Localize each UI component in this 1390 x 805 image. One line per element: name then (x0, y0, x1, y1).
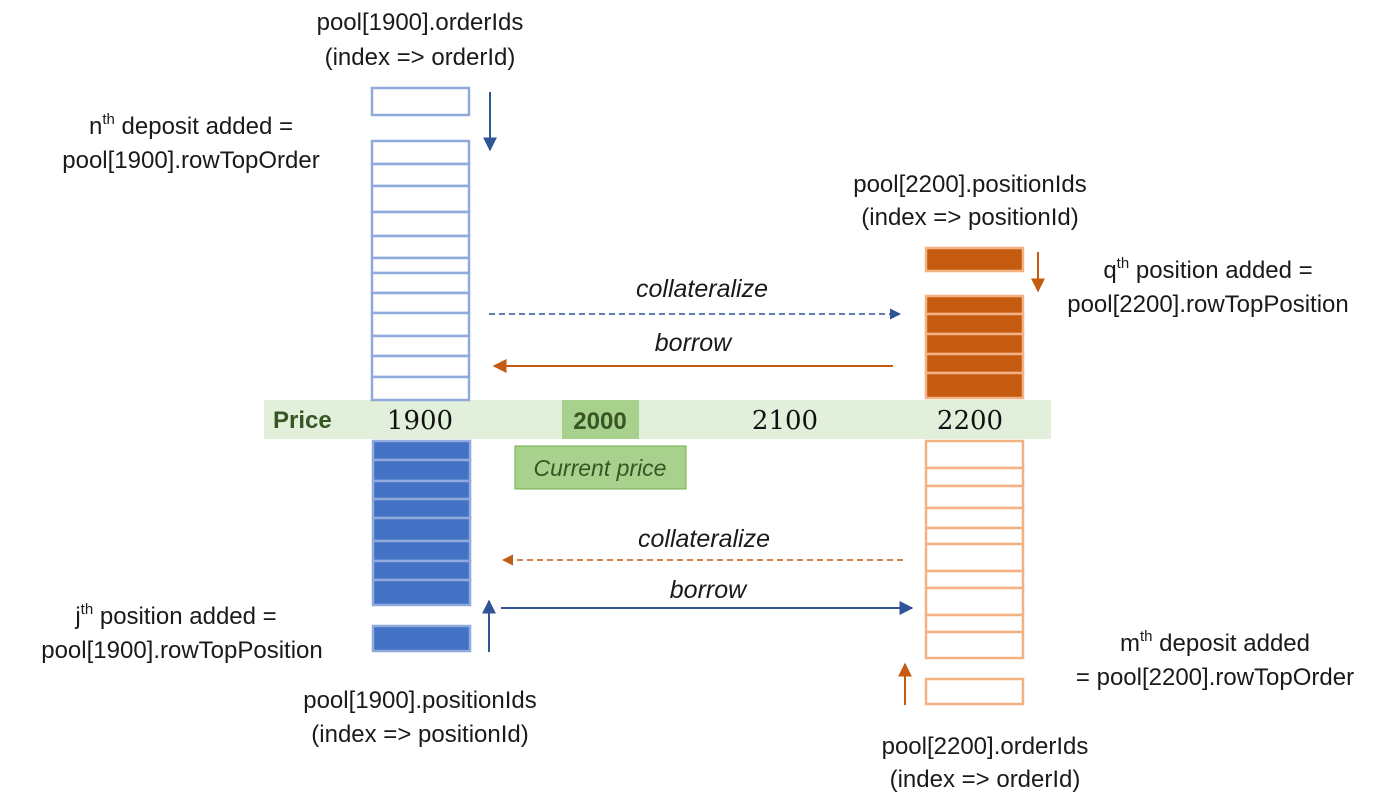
pool1900-order-cell (370, 271, 471, 295)
pool2200-orderids-title: pool[2200].orderIds (882, 733, 1089, 760)
pool1900-order-cell (370, 375, 471, 402)
pool2200-order-cell (924, 542, 1025, 573)
pool1900-order-cell (370, 334, 471, 358)
pool1900-position-cell (371, 439, 472, 462)
pool2200-order-new-slot (924, 677, 1025, 706)
price-tick-1900: 1900 (387, 406, 453, 436)
pool1900-positionids-title: pool[1900].positionIds (303, 687, 537, 714)
pool-stacks (370, 86, 1025, 706)
mth-deposit-label: mth deposit added (1120, 628, 1310, 657)
price-axis-label: Price (273, 407, 332, 434)
pool2200-order-cell (924, 484, 1025, 510)
price-tick-2200: 2200 (937, 406, 1003, 436)
pool1900-position-cell (371, 516, 472, 543)
pool1900-order-cell (370, 311, 471, 338)
current-price-label: Current price (534, 455, 667, 481)
top-collateralize-label: collateralize (636, 275, 768, 303)
pool2200-position-cell (924, 352, 1025, 375)
pool2200-order-cell (924, 613, 1025, 634)
pool1900-orderids-subtitle: (index => orderId) (325, 44, 516, 71)
nth-deposit-value: pool[1900].rowTopOrder (62, 147, 319, 174)
pool2200-order-cell (924, 586, 1025, 617)
pool2200-positionids-title: pool[2200].positionIds (853, 171, 1087, 198)
pool1900-position-cell (371, 578, 472, 607)
pool1900-position-cell (371, 559, 472, 582)
pool1900-order-cell (370, 139, 471, 166)
pool2200-order-cell (924, 630, 1025, 660)
bottom-collateralize-label: collateralize (638, 525, 770, 553)
pool1900-position-new-slot (371, 624, 472, 653)
pool1900-positionids-subtitle: (index => positionId) (311, 721, 528, 748)
nth-deposit-label: nth deposit added = (89, 111, 293, 140)
jth-position-value: pool[1900].rowTopPosition (41, 637, 323, 664)
current-price-highlight (562, 400, 639, 439)
price-tick-2100: 2100 (752, 406, 818, 436)
pool2200-order-cell (924, 439, 1025, 470)
pool1900-order-cell (370, 234, 471, 260)
top-borrow-label: borrow (655, 329, 733, 357)
pool2200-order-cell (924, 526, 1025, 546)
bottom-borrow-label: borrow (670, 576, 748, 604)
pool2200-orderids-subtitle: (index => orderId) (890, 766, 1081, 793)
pool1900-orderids-title: pool[1900].orderIds (317, 9, 524, 36)
jth-position-label: jth position added = (74, 601, 276, 630)
qth-position-label: qth position added = (1103, 255, 1312, 284)
pool2200-position-new-slot (924, 246, 1025, 273)
pool1900-order-cell (370, 256, 471, 275)
pool1900-order-new-slot (370, 86, 471, 117)
price-tick-2000: 2000 (573, 408, 626, 435)
qth-position-value: pool[2200].rowTopPosition (1067, 291, 1349, 318)
price-band (264, 400, 1051, 439)
pool2200-order-cell (924, 506, 1025, 530)
pool2200-order-cell (924, 466, 1025, 488)
pool1900-order-cell (370, 184, 471, 214)
pool1900-position-cell (371, 497, 472, 520)
pool2200-position-cell (924, 312, 1025, 336)
pool1900-order-cell (370, 354, 471, 379)
pool2200-position-cell (924, 294, 1025, 316)
mth-deposit-value: = pool[2200].rowTopOrder (1076, 664, 1354, 691)
pool2200-order-cell (924, 569, 1025, 590)
pool1900-order-cell (370, 210, 471, 238)
pool2200-positionids-subtitle: (index => positionId) (861, 204, 1078, 231)
pool2200-position-cell (924, 371, 1025, 400)
current-price-box (514, 445, 687, 490)
pool1900-position-cell (371, 479, 472, 501)
pool1900-order-cell (370, 162, 471, 188)
pool1900-position-cell (371, 458, 472, 483)
pool1900-order-cell (370, 291, 471, 315)
pool1900-position-cell (371, 539, 472, 563)
pool2200-position-cell (924, 332, 1025, 356)
